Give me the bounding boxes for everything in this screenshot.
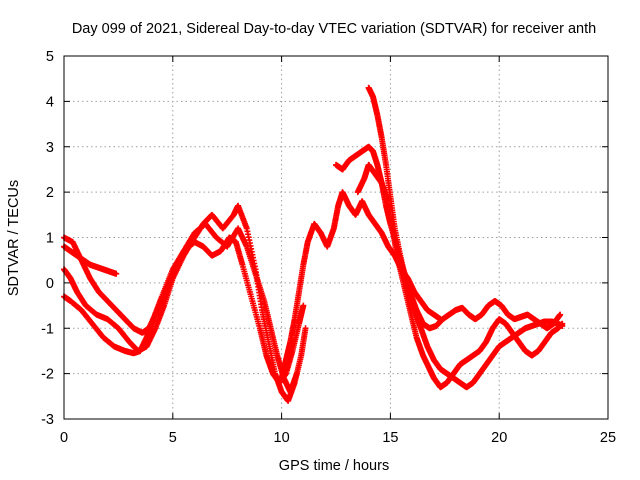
data-points bbox=[61, 84, 566, 404]
y-tick-label: -1 bbox=[41, 321, 54, 337]
y-axis-label: SDTVAR / TECUs bbox=[6, 180, 22, 296]
data-point bbox=[302, 325, 309, 332]
x-tick-label: 0 bbox=[60, 430, 68, 446]
plot-frame bbox=[63, 55, 609, 420]
x-tick-label: 25 bbox=[600, 430, 616, 446]
y-tick-label: 2 bbox=[46, 185, 54, 201]
y-tick-label: -2 bbox=[41, 367, 54, 383]
series-track-3 bbox=[61, 220, 300, 395]
y-tick-label: 3 bbox=[46, 140, 54, 156]
grid bbox=[63, 55, 609, 420]
chart-title: Day 099 of 2021, Sidereal Day-to-day VTE… bbox=[72, 21, 596, 37]
series-track-8 bbox=[365, 84, 566, 391]
series-track-4 bbox=[61, 243, 120, 277]
data-point bbox=[293, 370, 300, 377]
data-point bbox=[113, 270, 120, 277]
data-point bbox=[557, 311, 564, 318]
x-axis-label: GPS time / hours bbox=[279, 458, 389, 474]
data-point bbox=[559, 322, 566, 329]
series-track-6 bbox=[333, 143, 564, 332]
x-tick-label: 15 bbox=[382, 430, 398, 446]
x-tick-label: 20 bbox=[491, 430, 507, 446]
x-tick-label: 10 bbox=[274, 430, 290, 446]
y-tick-label: 4 bbox=[46, 94, 54, 110]
data-point bbox=[300, 302, 307, 309]
y-tick-label: -3 bbox=[41, 412, 54, 428]
tick-labels: 0 5 10 15 20 25 -3 -2 -1 0 1 2 3 4 5 bbox=[41, 49, 616, 446]
series-track-7 bbox=[354, 161, 566, 391]
y-tick-label: 0 bbox=[46, 276, 54, 292]
y-tick-label: 1 bbox=[46, 231, 54, 247]
x-tick-label: 5 bbox=[169, 430, 177, 446]
y-tick-label: 5 bbox=[46, 49, 54, 65]
